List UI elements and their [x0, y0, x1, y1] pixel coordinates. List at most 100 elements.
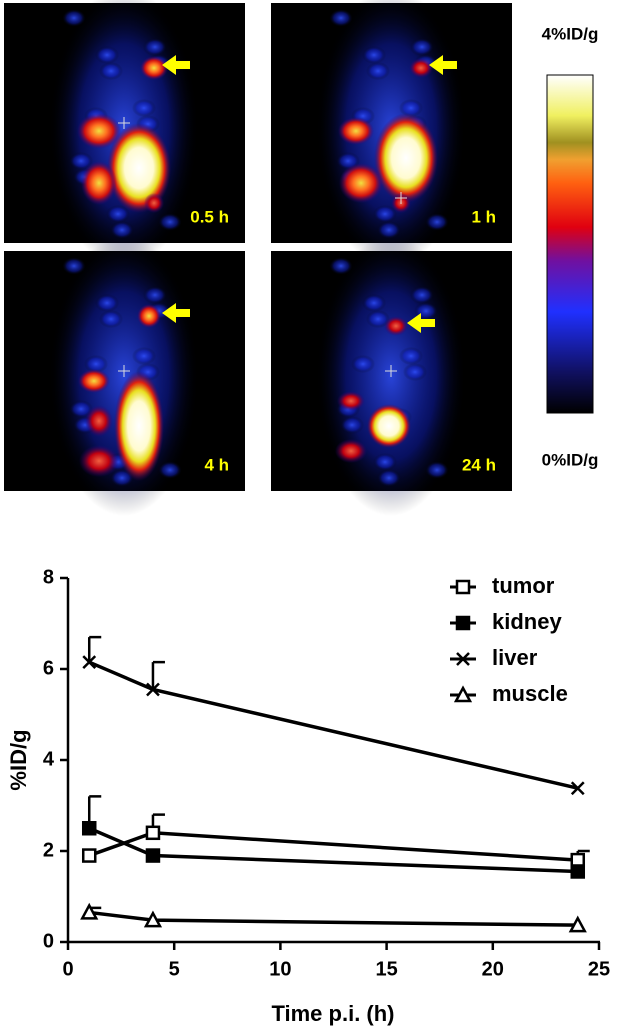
noise	[143, 38, 167, 56]
uptake	[409, 58, 433, 78]
crosshair	[118, 365, 130, 377]
crosshair	[118, 117, 130, 129]
noise	[95, 294, 119, 312]
pet-panel: 24 h	[271, 236, 512, 516]
y-tick-label: 8	[43, 566, 54, 588]
noise	[62, 257, 86, 275]
marker	[453, 685, 473, 703]
marker	[81, 821, 97, 836]
uptake	[367, 404, 411, 448]
pet-images: 0.5 h 1 h 4 h 24 h	[4, 0, 512, 516]
legend-label: tumor	[492, 573, 555, 598]
noise	[99, 310, 123, 328]
uptake	[140, 56, 168, 80]
noise	[340, 416, 364, 434]
x-tick-label: 25	[588, 958, 610, 980]
legend-label: liver	[492, 645, 538, 670]
marker	[145, 825, 161, 841]
noise	[143, 286, 167, 304]
noise	[329, 257, 353, 275]
uptake	[339, 163, 383, 203]
noise	[95, 46, 119, 64]
pet-panel: 4 h	[4, 236, 245, 516]
panel-label: 1 h	[471, 207, 496, 226]
x-axis-title: Time p.i. (h)	[271, 1001, 394, 1026]
uptake	[144, 193, 164, 213]
noise	[99, 62, 123, 80]
error-bar	[151, 660, 165, 690]
noise	[399, 347, 423, 365]
marker	[82, 655, 97, 670]
noise	[410, 286, 434, 304]
noise	[158, 461, 182, 479]
uptake	[137, 304, 161, 328]
marker	[456, 652, 470, 666]
noise	[373, 453, 397, 471]
colorbar	[546, 74, 594, 414]
x-tick-label: 20	[482, 958, 504, 980]
marker	[80, 902, 99, 920]
uptake	[77, 113, 121, 149]
uptake	[337, 391, 365, 411]
panel-label: 0.5 h	[190, 207, 229, 226]
y-tick-label: 0	[43, 930, 54, 952]
noise	[410, 38, 434, 56]
legend-label: kidney	[492, 609, 562, 634]
noise	[425, 213, 449, 231]
marker	[81, 848, 97, 863]
uptake	[338, 117, 374, 145]
noise	[362, 46, 386, 64]
noise	[377, 221, 401, 239]
noise	[110, 221, 134, 239]
marker	[146, 682, 160, 697]
panel-label: 24 h	[462, 455, 496, 474]
uptake	[335, 439, 367, 463]
uptake	[78, 369, 110, 393]
noise	[132, 347, 156, 365]
noise	[377, 469, 401, 487]
marker	[570, 781, 585, 796]
series-line	[89, 910, 578, 927]
noise	[366, 62, 390, 80]
noise	[351, 355, 375, 373]
noise	[329, 9, 353, 27]
x-tick-label: 0	[62, 958, 73, 980]
marker	[455, 579, 471, 595]
noise	[403, 363, 427, 381]
uptake	[79, 445, 119, 477]
x-tick-label: 15	[375, 958, 397, 980]
arrow	[162, 55, 190, 75]
pet-panel: 0.5 h	[4, 0, 245, 268]
y-axis-title: %ID/g	[6, 729, 31, 790]
noise	[62, 9, 86, 27]
noise	[69, 152, 93, 170]
uptake	[85, 405, 113, 437]
pet-panel: 1 h	[271, 0, 512, 268]
marker	[143, 910, 163, 928]
noise	[132, 99, 156, 117]
colorbar-max-label: 4%ID/g	[542, 24, 599, 43]
marker	[568, 915, 587, 933]
y-tick-label: 6	[43, 657, 54, 679]
arrow	[407, 313, 435, 333]
y-tick-label: 4	[43, 748, 55, 770]
noise	[158, 213, 182, 231]
y-tick-label: 2	[43, 839, 54, 861]
colorbar-min-label: 0%ID/g	[542, 450, 599, 469]
uptake	[384, 316, 408, 336]
panel-label: 4 h	[204, 455, 229, 474]
x-tick-label: 5	[169, 958, 180, 980]
marker	[145, 848, 161, 863]
uptake	[107, 123, 171, 213]
arrow	[429, 55, 457, 75]
noise	[425, 461, 449, 479]
noise	[373, 205, 397, 223]
marker	[455, 615, 471, 631]
arrow	[162, 303, 190, 323]
noise	[399, 99, 423, 117]
uptake	[81, 161, 117, 205]
uptake	[374, 113, 438, 203]
noise	[84, 355, 108, 373]
noise	[366, 310, 390, 328]
